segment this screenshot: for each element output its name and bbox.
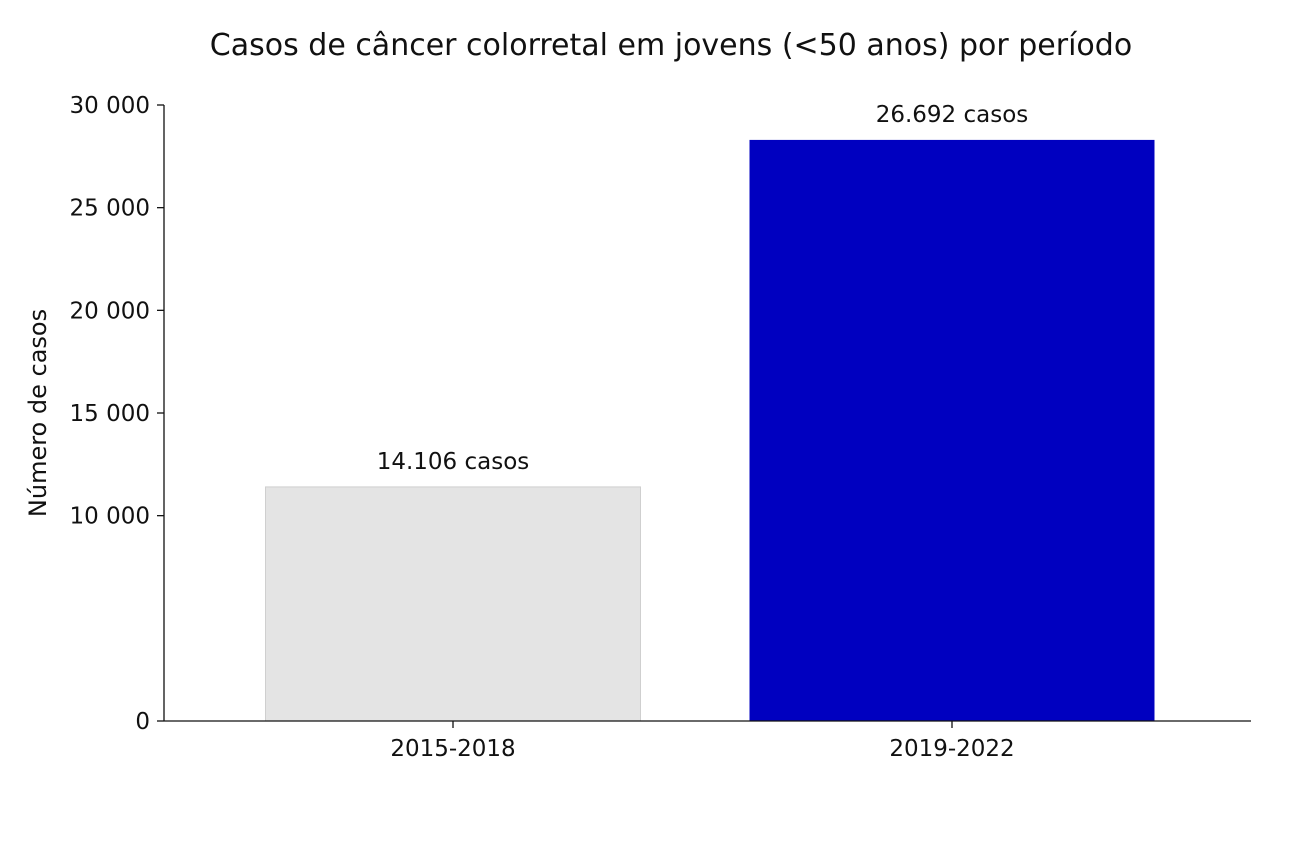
x-axis: 2015-2018 2019-2022: [164, 720, 1251, 762]
bar-2019-2022: [749, 139, 1155, 721]
y-axis-title: Número de casos: [24, 309, 52, 517]
x-tick-label-2019-2022: 2019-2022: [889, 736, 1014, 762]
y-tick-label: 15 000: [70, 401, 150, 427]
data-label-2015-2018: 14.106 casos: [377, 449, 530, 475]
bar-2015-2018: [265, 486, 641, 722]
y-tick-label: 0: [135, 709, 150, 735]
bars-layer: [265, 139, 1155, 722]
y-axis: 0 10 000 15 000 20 000 25 000 30 000: [70, 93, 165, 735]
y-tick-label: 10 000: [70, 504, 150, 530]
y-tick-label: 30 000: [70, 93, 150, 119]
data-label-2019-2022: 26.692 casos: [876, 102, 1029, 128]
data-labels-layer: 14.106 casos 26.692 casos: [377, 102, 1029, 475]
chart-title: Casos de câncer colorretal em jovens (<5…: [210, 28, 1132, 63]
y-tick-label: 25 000: [70, 196, 150, 222]
x-tick-label-2015-2018: 2015-2018: [390, 736, 515, 762]
y-tick-label: 20 000: [70, 298, 150, 324]
